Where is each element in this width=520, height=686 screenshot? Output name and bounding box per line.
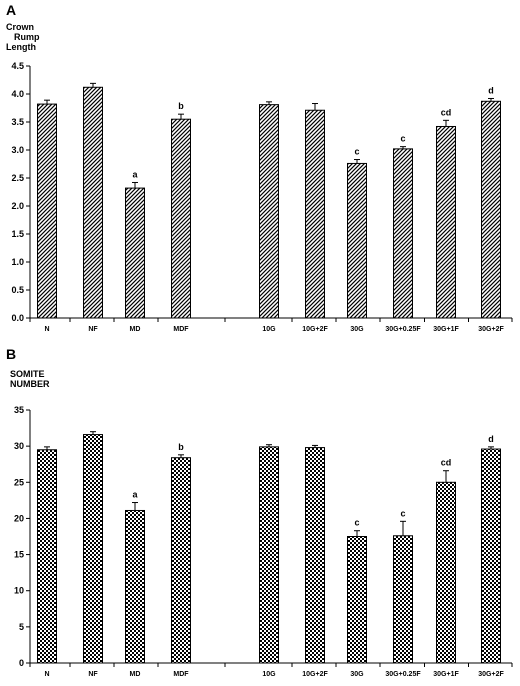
significance-label: c bbox=[400, 134, 405, 144]
y-tick-label: 0.5 bbox=[11, 285, 24, 295]
significance-label: a bbox=[132, 490, 138, 500]
x-category-label: 30G+0.25F bbox=[385, 326, 421, 333]
significance-label: b bbox=[178, 442, 184, 452]
bar bbox=[37, 103, 57, 319]
bar bbox=[125, 187, 145, 319]
y-tick-label: 2.0 bbox=[11, 201, 24, 211]
bar bbox=[393, 535, 413, 664]
y-axis-title-line: Crown bbox=[6, 22, 34, 32]
x-category-label: MDF bbox=[173, 326, 189, 333]
y-tick-label: 4.5 bbox=[11, 61, 24, 71]
significance-label: c bbox=[400, 508, 405, 518]
significance-label: c bbox=[354, 147, 359, 157]
bar bbox=[171, 118, 191, 319]
bar bbox=[436, 481, 456, 664]
x-category-label: 10G bbox=[262, 671, 276, 678]
bar bbox=[259, 446, 279, 664]
y-tick-label: 3.0 bbox=[11, 145, 24, 155]
x-category-label: MD bbox=[130, 326, 141, 333]
x-category-label: N bbox=[44, 671, 49, 678]
x-category-label: 30G+1F bbox=[433, 671, 459, 678]
panel-letter: B bbox=[6, 346, 16, 362]
y-axis-title-line: Length bbox=[6, 42, 36, 52]
significance-label: c bbox=[354, 518, 359, 528]
y-tick-label: 20 bbox=[14, 513, 24, 523]
y-tick-label: 30 bbox=[14, 441, 24, 451]
x-category-label: MDF bbox=[173, 671, 189, 678]
x-category-label: 30G+2F bbox=[478, 326, 504, 333]
x-category-label: 30G bbox=[350, 671, 364, 678]
y-tick-label: 10 bbox=[14, 586, 24, 596]
bar bbox=[83, 434, 103, 664]
bar bbox=[83, 86, 103, 319]
bar bbox=[305, 109, 325, 319]
y-tick-label: 5 bbox=[19, 622, 24, 632]
significance-label: b bbox=[178, 101, 184, 111]
bar bbox=[305, 447, 325, 664]
y-tick-label: 0.0 bbox=[11, 313, 24, 323]
y-tick-label: 0 bbox=[19, 658, 24, 668]
bar bbox=[481, 100, 501, 319]
x-category-label: 10G+2F bbox=[302, 671, 328, 678]
bar bbox=[347, 536, 367, 664]
significance-label: cd bbox=[441, 458, 452, 468]
bar bbox=[171, 457, 191, 664]
x-category-label: 10G bbox=[262, 326, 276, 333]
panel-letter: A bbox=[6, 2, 16, 18]
bar bbox=[347, 162, 367, 319]
x-category-label: 30G+2F bbox=[478, 671, 504, 678]
y-tick-label: 25 bbox=[14, 477, 24, 487]
bar bbox=[393, 148, 413, 319]
bar bbox=[125, 509, 145, 664]
y-tick-label: 1.5 bbox=[11, 229, 24, 239]
x-category-label: NF bbox=[88, 326, 98, 333]
bar bbox=[436, 125, 456, 319]
significance-label: a bbox=[132, 169, 138, 179]
y-tick-label: 1.0 bbox=[11, 257, 24, 267]
x-category-label: MD bbox=[130, 671, 141, 678]
y-tick-label: 15 bbox=[14, 550, 24, 560]
x-category-label: N bbox=[44, 326, 49, 333]
significance-label: cd bbox=[441, 107, 452, 117]
bar bbox=[481, 448, 501, 664]
y-tick-label: 35 bbox=[14, 405, 24, 415]
x-category-label: 10G+2F bbox=[302, 326, 328, 333]
y-axis-title-line: SOMITE bbox=[10, 369, 45, 379]
x-category-label: 30G bbox=[350, 326, 364, 333]
significance-label: d bbox=[488, 434, 494, 444]
bar bbox=[259, 104, 279, 319]
x-category-label: NF bbox=[88, 671, 98, 678]
y-tick-label: 2.5 bbox=[11, 173, 24, 183]
y-axis-title-line: NUMBER bbox=[10, 379, 50, 389]
y-axis-title-line: Rump bbox=[14, 32, 40, 42]
x-category-label: 30G+0.25F bbox=[385, 671, 421, 678]
y-tick-label: 4.0 bbox=[11, 89, 24, 99]
significance-label: d bbox=[488, 85, 494, 95]
bar bbox=[37, 449, 57, 664]
y-tick-label: 3.5 bbox=[11, 117, 24, 127]
x-category-label: 30G+1F bbox=[433, 326, 459, 333]
